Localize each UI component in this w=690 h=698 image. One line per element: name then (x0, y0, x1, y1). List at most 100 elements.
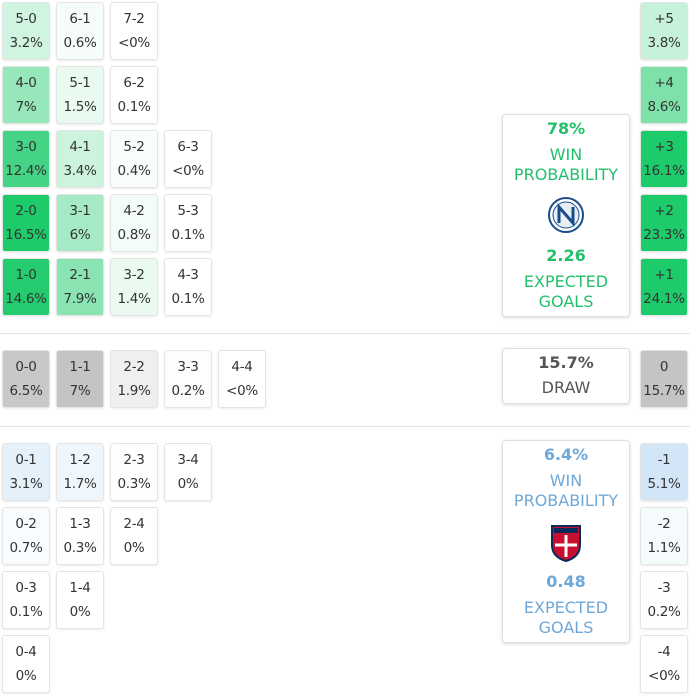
score-label: 2-4 (123, 516, 145, 532)
score-label: 5-2 (123, 139, 145, 155)
pct-label: 3.2% (9, 35, 43, 51)
score-cell: +3 16.1% (640, 130, 688, 188)
score-cell: 4-2 0.8% (110, 194, 158, 252)
score-cell: 4-1 3.4% (56, 130, 104, 188)
win-label: WIN PROBABILITY (513, 471, 619, 510)
score-cell: +1 24.1% (640, 258, 688, 316)
score-label: 4-2 (123, 203, 145, 219)
score-cell: -1 5.1% (640, 443, 688, 501)
score-label: 1-4 (69, 580, 91, 596)
pct-label: 3.1% (9, 476, 43, 492)
score-cell: 3-4 0% (164, 443, 212, 501)
score-cell: 0-0 6.5% (2, 350, 50, 408)
score-cell: +4 8.6% (640, 66, 688, 124)
score-cell: 5-2 0.4% (110, 130, 158, 188)
draw-label: DRAW (541, 378, 591, 397)
score-label: 0-1 (15, 452, 37, 468)
pct-label: 15.7% (643, 383, 685, 399)
xg-label: EXPECTED GOALS (523, 272, 609, 311)
pct-label: 0.2% (171, 383, 205, 399)
score-cell: 1-2 1.7% (56, 443, 104, 501)
pct-label: 16.5% (5, 227, 47, 243)
score-label: 1-0 (15, 267, 37, 283)
score-cell: 6-1 0.6% (56, 2, 104, 60)
pct-label: 0.1% (171, 291, 205, 307)
score-label: 3-3 (177, 359, 199, 375)
score-label: 2-3 (123, 452, 145, 468)
pct-label: 0% (177, 476, 199, 492)
home-card: 78% WIN PROBABILITY 2.26 EXPECTED GOALS (502, 114, 630, 317)
win-label: WIN PROBABILITY (513, 145, 619, 184)
pct-label: <0% (648, 668, 680, 684)
score-cell: -2 1.1% (640, 507, 688, 565)
score-label: 4-1 (69, 139, 91, 155)
xg: 2.26 (546, 246, 586, 265)
score-label: 0-3 (15, 580, 37, 596)
pct-label: 6.5% (9, 383, 43, 399)
score-cell: 4-3 0.1% (164, 258, 212, 316)
score-label: 5-1 (69, 75, 91, 91)
away-logo (551, 525, 581, 563)
score-label: 0-4 (15, 644, 37, 660)
win-prob: 6.4% (543, 445, 589, 464)
score-label: -4 (657, 644, 671, 660)
separator (0, 333, 690, 334)
score-label: 0 (659, 359, 669, 375)
pct-label: <0% (118, 35, 150, 51)
score-label: 7-2 (123, 11, 145, 27)
score-cell: 6-3 <0% (164, 130, 212, 188)
pct-label: 24.1% (643, 291, 685, 307)
score-cell: 3-2 1.4% (110, 258, 158, 316)
score-label: 1-3 (69, 516, 91, 532)
score-cell: 1-3 0.3% (56, 507, 104, 565)
pct-label: 5.1% (647, 476, 681, 492)
score-label: 3-0 (15, 139, 37, 155)
score-label: -2 (657, 516, 671, 532)
xg: 0.48 (546, 572, 586, 591)
score-label: 6-3 (177, 139, 199, 155)
score-label: +5 (654, 11, 674, 27)
score-cell: 3-1 6% (56, 194, 104, 252)
pct-label: 0.1% (117, 99, 151, 115)
score-label: 2-1 (69, 267, 91, 283)
pct-label: 8.6% (647, 99, 681, 115)
score-cell: 6-2 0.1% (110, 66, 158, 124)
pct-label: 12.4% (5, 163, 47, 179)
score-label: 5-3 (177, 203, 199, 219)
score-label: -3 (657, 580, 671, 596)
pct-label: <0% (226, 383, 258, 399)
away-card: 6.4% WIN PROBABILITY 0.48 EXPECTED GOALS (502, 440, 630, 643)
score-cell: +5 3.8% (640, 2, 688, 60)
score-cell: 2-0 16.5% (2, 194, 50, 252)
score-cell: 0-3 0.1% (2, 571, 50, 629)
score-label: 4-3 (177, 267, 199, 283)
score-label: 6-1 (69, 11, 91, 27)
score-label: 5-0 (15, 11, 37, 27)
pct-label: <0% (172, 163, 204, 179)
pct-label: 0.2% (647, 604, 681, 620)
score-cell: 2-1 7.9% (56, 258, 104, 316)
pct-label: 0.6% (63, 35, 97, 51)
score-cell: 7-2 <0% (110, 2, 158, 60)
score-label: 0-2 (15, 516, 37, 532)
home-logo (548, 197, 584, 233)
pct-label: 1.4% (117, 291, 151, 307)
score-label: 2-0 (15, 203, 37, 219)
score-cell: 2-2 1.9% (110, 350, 158, 408)
score-label: 2-2 (123, 359, 145, 375)
score-cell: 0 15.7% (640, 350, 688, 408)
score-label: 4-4 (231, 359, 253, 375)
score-label: 0-0 (15, 359, 37, 375)
pct-label: 3.8% (647, 35, 681, 51)
score-cell: 0-4 0% (2, 635, 50, 693)
score-cell: 5-3 0.1% (164, 194, 212, 252)
score-cell: 4-4 <0% (218, 350, 266, 408)
score-label: +1 (654, 267, 674, 283)
score-label: -1 (657, 452, 671, 468)
pct-label: 0% (123, 540, 145, 556)
score-label: +2 (654, 203, 674, 219)
score-cell: 4-0 7% (2, 66, 50, 124)
pct-label: 1.9% (117, 383, 151, 399)
pct-label: 1.5% (63, 99, 97, 115)
score-cell: 1-1 7% (56, 350, 104, 408)
